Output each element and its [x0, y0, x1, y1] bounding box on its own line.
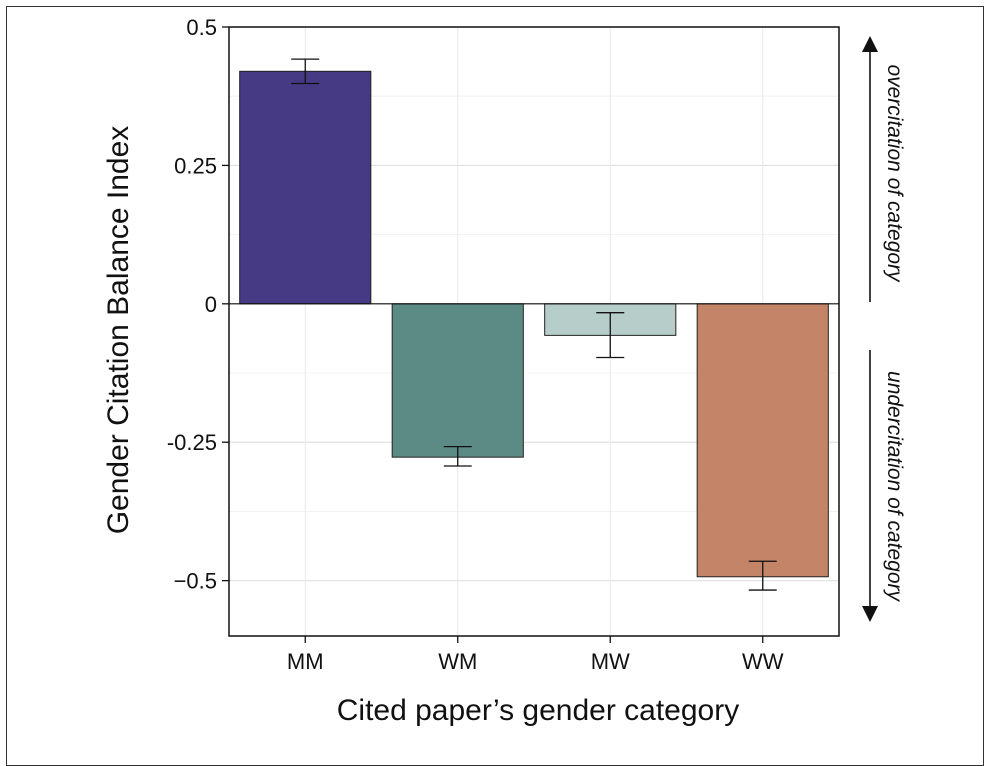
- bar-chart: 0.5 0.25 0 -0.25 −0.5 MM WM MW WW Gender Citati…: [102, 15, 906, 727]
- undercitation-label: undercitation of category: [883, 371, 906, 602]
- bar-wm: [391, 303, 524, 458]
- overcitation-label: overcitation of category: [883, 64, 906, 283]
- y-axis-ticks: 0.5 0.25 0 -0.25 −0.5: [167, 15, 229, 594]
- x-tick-label: MW: [591, 649, 630, 674]
- y-tick-label: 0.25: [174, 153, 217, 178]
- x-tick-label: WW: [742, 649, 784, 674]
- y-tick-label: −0.5: [174, 569, 217, 594]
- bar-mm: [239, 70, 372, 305]
- x-tick-label: WM: [438, 649, 477, 674]
- bar-ww: [696, 303, 829, 578]
- plot-border: [228, 26, 840, 637]
- y-axis-label: Gender Citation Balance Index: [102, 126, 135, 535]
- y-tick-label: -0.25: [167, 430, 217, 455]
- y-tick-label: 0: [205, 292, 217, 317]
- x-axis-label: Cited paper’s gender category: [337, 694, 739, 727]
- undercitation-annotation: undercitation of category: [862, 350, 906, 622]
- x-axis-ticks: MM WM MW WW: [287, 636, 784, 674]
- x-tick-label: MM: [287, 649, 324, 674]
- y-tick-label: 0.5: [186, 15, 217, 40]
- bars: [239, 70, 829, 578]
- overcitation-annotation: overcitation of category: [862, 36, 906, 302]
- error-bars: [291, 58, 777, 591]
